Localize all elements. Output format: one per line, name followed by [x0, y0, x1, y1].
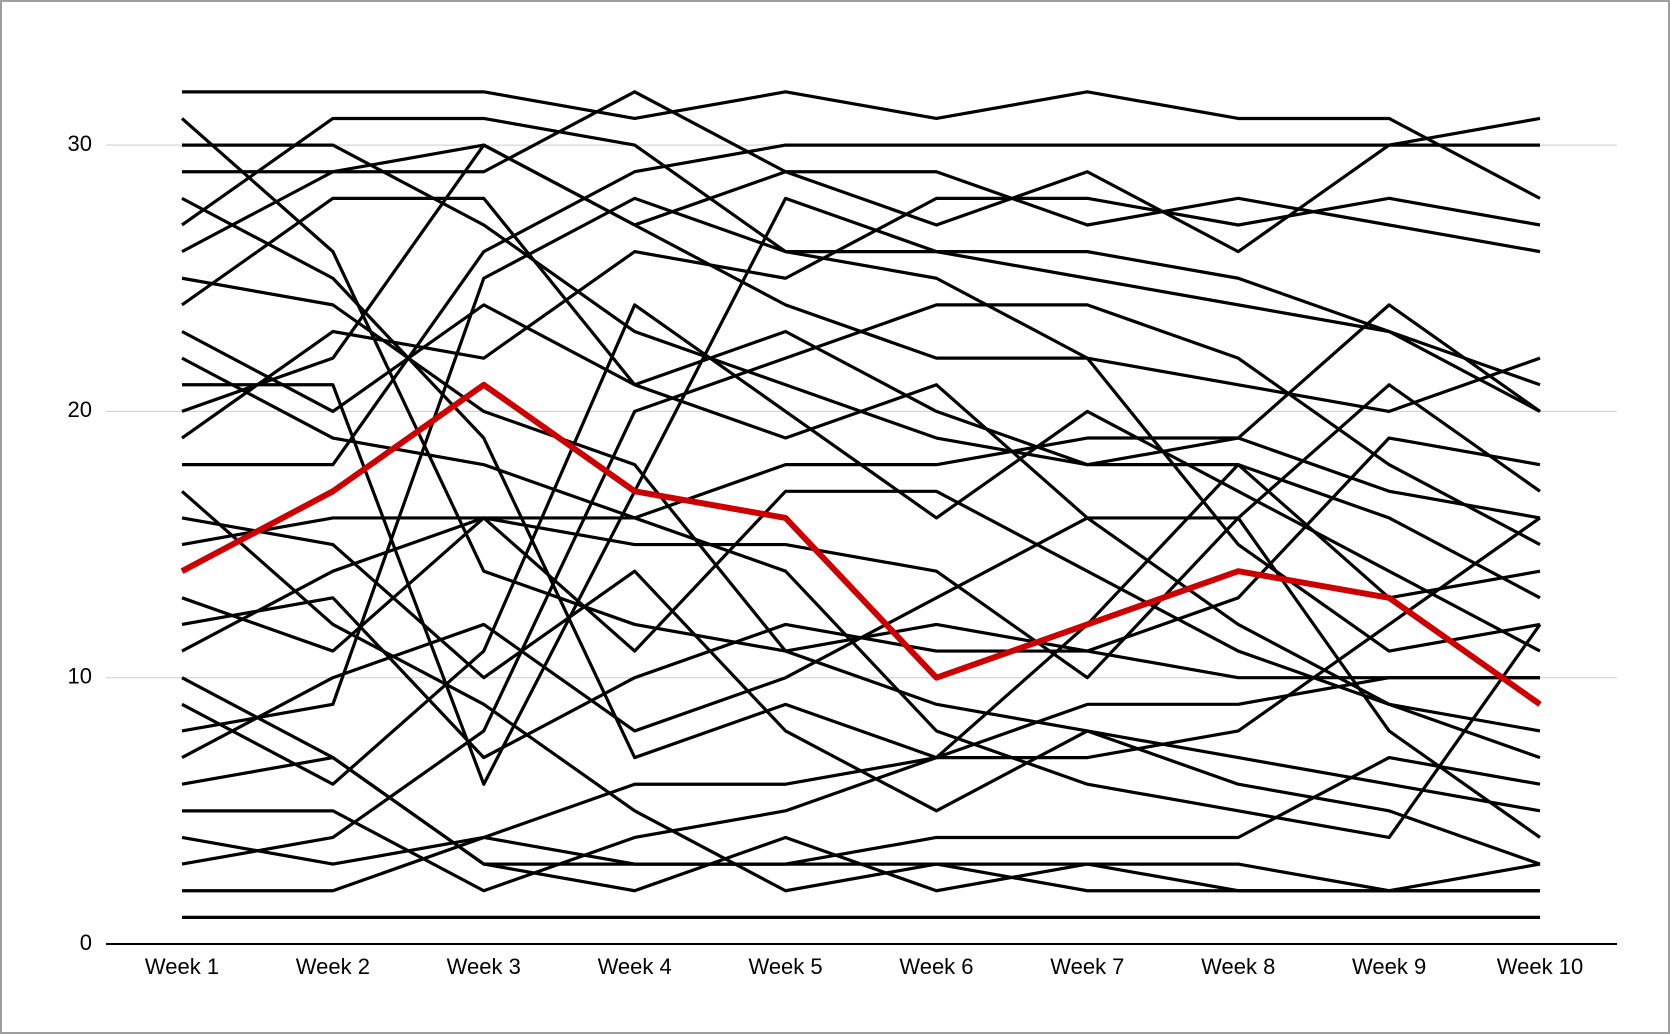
series-line: [181, 383, 1541, 680]
series-line: [181, 516, 1541, 813]
series-line: [181, 356, 1542, 840]
y-tick-label: 0: [80, 930, 92, 955]
series-line: [181, 196, 1541, 733]
series-line: [181, 196, 1541, 600]
x-tick-label: Week 6: [899, 954, 973, 979]
series-line: [182, 196, 1541, 786]
x-tick-label: Week 3: [447, 954, 521, 979]
series-line: [181, 676, 1540, 893]
y-tick-label: 30: [68, 131, 92, 156]
series-line: [180, 117, 1541, 866]
series-line: [181, 143, 1541, 653]
x-tick-label: Week 7: [1050, 954, 1124, 979]
x-tick-label: Week 10: [1497, 954, 1583, 979]
x-tick-label: Week 8: [1201, 954, 1275, 979]
series-line: [180, 490, 1541, 893]
series-line: [180, 381, 1542, 707]
x-tick-label: Week 2: [296, 954, 370, 979]
series-line: [181, 116, 1541, 387]
series-line: [181, 90, 1540, 254]
x-tick-label: Week 5: [748, 954, 822, 979]
series-line: [182, 90, 1541, 200]
series-line: [181, 196, 1541, 760]
x-tick-label: Week 9: [1352, 954, 1426, 979]
x-tick-label: Week 4: [598, 954, 672, 979]
x-tick-label: Week 1: [145, 954, 219, 979]
y-tick-label: 20: [68, 397, 92, 422]
y-tick-label: 10: [68, 664, 92, 689]
series-line: [182, 676, 1540, 893]
series-line: [181, 489, 1541, 760]
series-line: [182, 143, 1541, 520]
series-line: [182, 143, 1541, 254]
